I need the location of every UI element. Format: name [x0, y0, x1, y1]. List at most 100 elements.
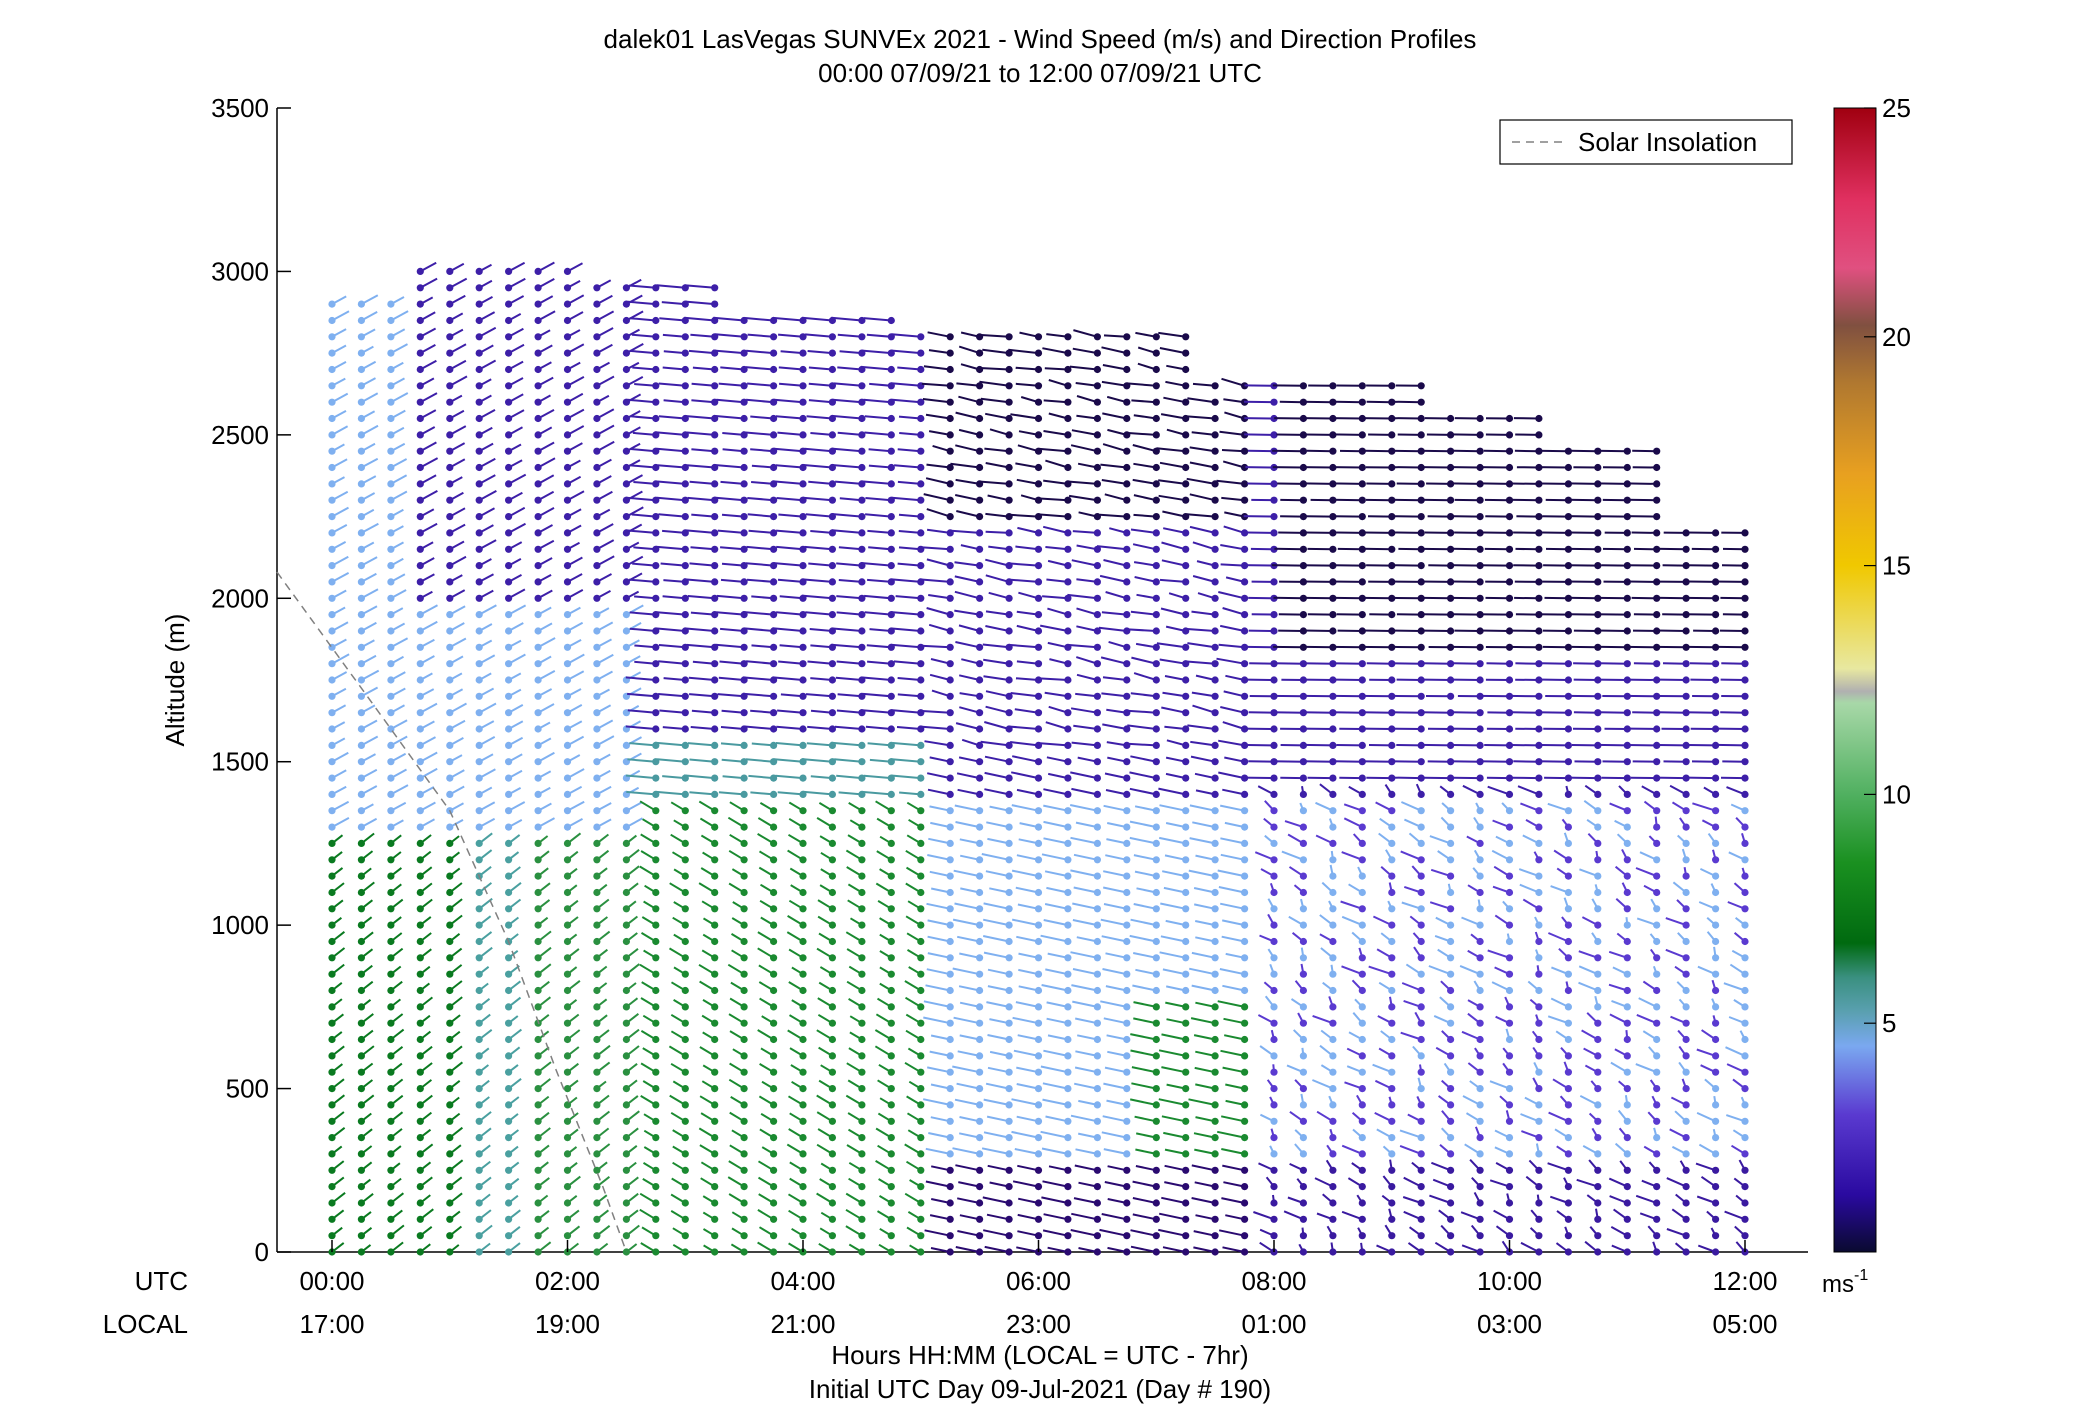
wind-barb-dot	[770, 937, 778, 946]
wind-barb	[1130, 755, 1157, 763]
wind-barb-dot	[887, 921, 895, 929]
wind-barb-dot	[1241, 1183, 1249, 1191]
wind-barb-dot	[593, 562, 601, 570]
wind-barb	[1044, 367, 1068, 371]
wind-barb-dot	[1388, 790, 1396, 799]
wind-barb	[1130, 528, 1157, 534]
wind-barb-dot	[1211, 414, 1219, 423]
wind-barb-dot	[505, 741, 513, 750]
wind-barb-dot	[740, 709, 748, 717]
wind-barb	[632, 366, 656, 371]
wind-barb-dot	[858, 382, 866, 390]
wind-barb	[629, 578, 656, 583]
wind-barb-dot	[387, 970, 395, 978]
wind-barb-dot	[1152, 398, 1160, 406]
wind-barb-dot	[446, 545, 454, 553]
wind-barb-dot	[446, 611, 454, 619]
wind-barb-dot	[652, 709, 660, 717]
wind-barb	[1008, 348, 1039, 355]
wind-barb	[835, 480, 862, 485]
wind-barb-dot	[1505, 1199, 1514, 1207]
wind-barb	[689, 562, 715, 567]
wind-barb	[1072, 1000, 1098, 1008]
wind-barb	[714, 496, 745, 502]
wind-barb-dot	[1388, 1019, 1396, 1027]
wind-barb	[986, 1115, 1010, 1123]
wind-barb-dot	[416, 660, 424, 668]
wind-barb	[985, 705, 1010, 714]
wind-barb-dot	[622, 431, 631, 439]
wind-barb-dot	[858, 529, 866, 537]
wind-barb-dot	[1564, 1166, 1572, 1174]
wind-barb-dot	[563, 611, 572, 619]
wind-barb-dot	[976, 513, 984, 521]
wind-barb-dot	[770, 1232, 778, 1240]
wind-barb-dot	[858, 758, 866, 766]
wind-barb-dot	[711, 692, 719, 700]
wind-barb-dot	[1211, 790, 1219, 799]
wind-barb	[982, 1229, 1010, 1237]
wind-barb	[985, 530, 1010, 534]
wind-barb-dot	[858, 578, 866, 586]
wind-barb-dot	[505, 1232, 513, 1240]
wind-barb-dot	[1034, 921, 1043, 929]
wind-barb-dot	[1211, 921, 1219, 929]
wind-barb	[924, 1229, 951, 1237]
wind-barb-dot	[946, 1101, 954, 1109]
wind-barb-dot	[328, 741, 336, 750]
wind-barb-dot	[1064, 1068, 1072, 1076]
wind-barb	[1101, 479, 1127, 485]
wind-barb-dot	[328, 545, 336, 553]
wind-barb-dot	[622, 954, 631, 962]
wind-barb-dot	[622, 594, 631, 602]
wind-barb-dot	[740, 594, 748, 602]
wind-barb	[750, 709, 774, 714]
wind-barb-dot	[387, 382, 395, 390]
wind-barb-dot	[1034, 823, 1043, 831]
wind-barb-dot	[328, 1150, 336, 1158]
wind-barb	[1071, 1212, 1098, 1221]
wind-barb-dot	[475, 1215, 483, 1223]
wind-barb-dot	[446, 758, 454, 766]
wind-barb-dot	[917, 774, 925, 782]
wind-barb-dot	[475, 823, 483, 831]
wind-barb-dot	[1211, 643, 1219, 651]
wind-barb-dot	[1241, 660, 1249, 668]
wind-barb-dot	[1093, 365, 1101, 374]
wind-barb-dot	[711, 545, 719, 553]
wind-barb-dot	[1093, 1003, 1101, 1011]
wind-barb-dot	[799, 954, 807, 962]
wind-barb	[1073, 1082, 1098, 1090]
wind-barb-dot	[799, 365, 807, 374]
wind-barb-dot	[946, 823, 954, 831]
wind-barb	[772, 627, 804, 632]
wind-barb	[1243, 776, 1275, 780]
wind-barb-dot	[1211, 1085, 1219, 1093]
wind-barb	[927, 935, 951, 943]
wind-barb	[626, 496, 656, 502]
wind-barb-dot	[357, 643, 365, 651]
wind-barb-dot	[1093, 513, 1101, 521]
wind-barb-dot	[1241, 1035, 1249, 1044]
wind-barb	[868, 546, 892, 551]
wind-barb	[1042, 1180, 1069, 1188]
wind-barb-dot	[652, 349, 660, 357]
wind-barb-dot	[622, 643, 631, 651]
wind-barb-dot	[858, 496, 866, 504]
wind-barb-dot	[328, 627, 336, 635]
wind-barb-dot	[1505, 1003, 1514, 1011]
wind-barb-dot	[475, 692, 483, 700]
wind-barb-dot	[1123, 496, 1131, 504]
wind-barb-dot	[328, 954, 336, 962]
wind-barb-dot	[711, 1085, 719, 1093]
wind-barb-dot	[1241, 1068, 1249, 1076]
wind-barb-dot	[357, 1232, 365, 1240]
wind-barb-dot	[475, 284, 483, 292]
wind-barb-dot	[1329, 872, 1337, 880]
wind-barb-dot	[387, 1052, 395, 1060]
wind-barb-dot	[416, 545, 424, 553]
wind-barb-dot	[563, 872, 572, 880]
wind-barb-dot	[1535, 1019, 1543, 1027]
wind-barb-dot	[593, 1101, 601, 1109]
wind-barb-dot	[652, 300, 660, 308]
